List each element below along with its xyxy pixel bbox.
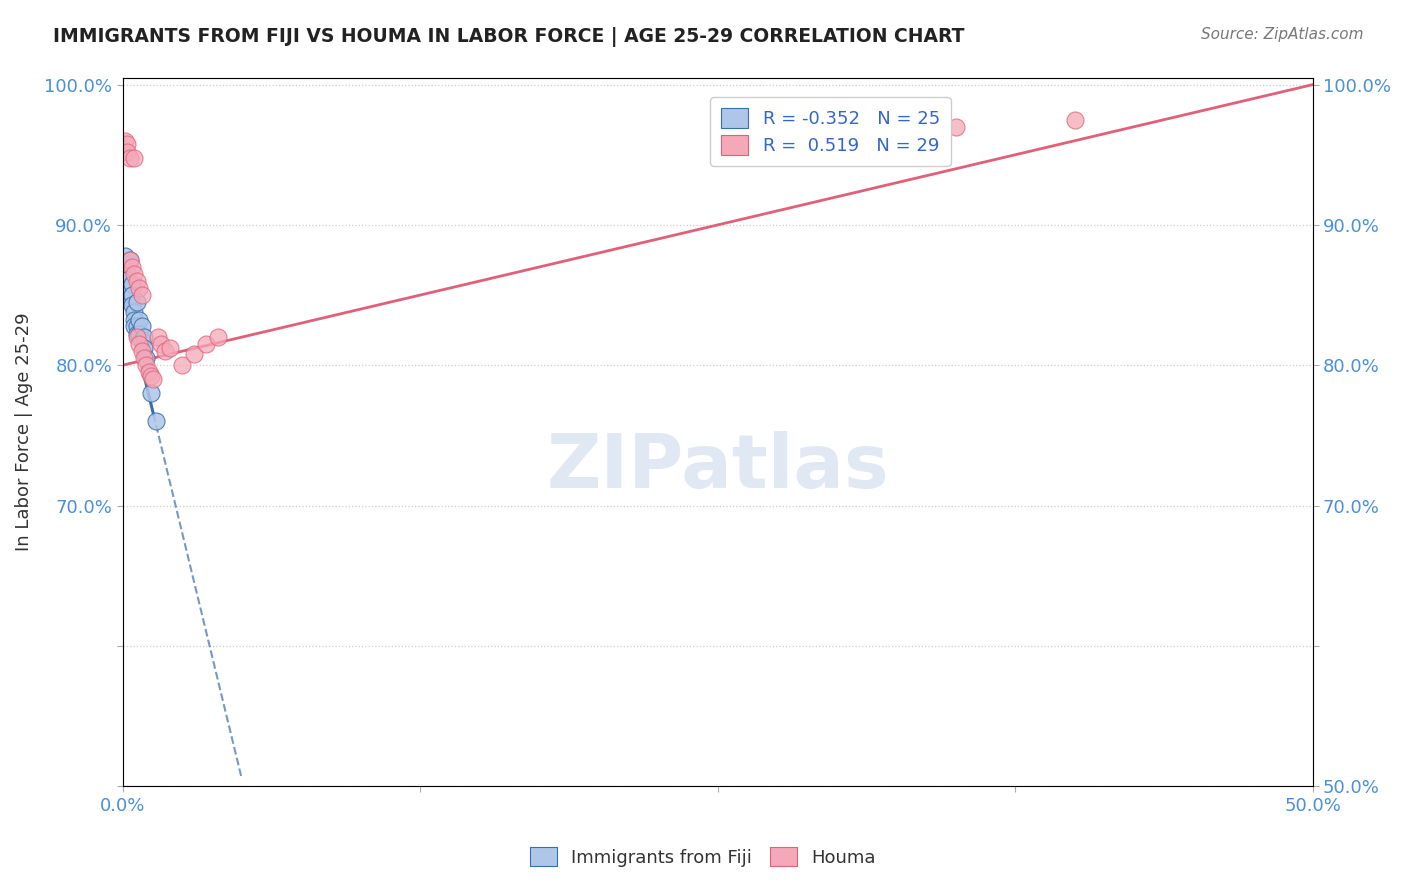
Point [118, 253, 141, 268]
Point [132, 342, 155, 356]
Point [207, 330, 229, 344]
Point [117, 145, 139, 159]
Point [125, 330, 148, 344]
Point [114, 257, 136, 271]
Point [159, 342, 181, 356]
Legend: R = -0.352   N = 25, R =  0.519   N = 29: R = -0.352 N = 25, R = 0.519 N = 29 [710, 97, 950, 166]
Point [128, 327, 150, 342]
Point [131, 318, 153, 333]
Point [132, 351, 155, 366]
Point [114, 134, 136, 148]
Point [131, 344, 153, 359]
Point [131, 288, 153, 302]
Point [124, 305, 146, 319]
Point [121, 260, 143, 274]
Point [114, 249, 136, 263]
Point [139, 386, 162, 401]
Point [170, 358, 193, 372]
Point [125, 295, 148, 310]
Point [183, 347, 205, 361]
Point [124, 151, 146, 165]
Point [118, 253, 141, 268]
Point [194, 337, 217, 351]
Legend: Immigrants from Fiji, Houma: Immigrants from Fiji, Houma [523, 840, 883, 874]
Point [135, 358, 157, 372]
Y-axis label: In Labor Force | Age 25-29: In Labor Force | Age 25-29 [15, 312, 32, 551]
Point [121, 298, 143, 312]
Point [149, 337, 172, 351]
Point [138, 365, 160, 379]
Text: IMMIGRANTS FROM FIJI VS HOUMA IN LABOR FORCE | AGE 25-29 CORRELATION CHART: IMMIGRANTS FROM FIJI VS HOUMA IN LABOR F… [53, 27, 965, 46]
Point [945, 120, 967, 134]
Point [128, 337, 150, 351]
Point [124, 318, 146, 333]
Point [125, 327, 148, 342]
Point [117, 266, 139, 280]
Point [145, 414, 167, 428]
Text: ZIPatlas: ZIPatlas [547, 431, 889, 504]
Point [132, 330, 155, 344]
Point [121, 277, 143, 291]
Point [118, 281, 141, 295]
Point [117, 273, 139, 287]
Point [135, 351, 157, 366]
Point [142, 372, 165, 386]
Point [128, 281, 150, 295]
Point [125, 318, 148, 333]
Point [121, 288, 143, 302]
Point [124, 267, 146, 281]
Point [125, 274, 148, 288]
Point [148, 330, 170, 344]
Point [139, 369, 162, 384]
Point [155, 344, 177, 359]
Point [128, 313, 150, 327]
Text: Source: ZipAtlas.com: Source: ZipAtlas.com [1201, 27, 1364, 42]
Point [131, 333, 153, 347]
Point [124, 313, 146, 327]
Point [118, 291, 141, 305]
Point [1063, 112, 1085, 127]
Point [117, 136, 139, 151]
Point [118, 151, 141, 165]
